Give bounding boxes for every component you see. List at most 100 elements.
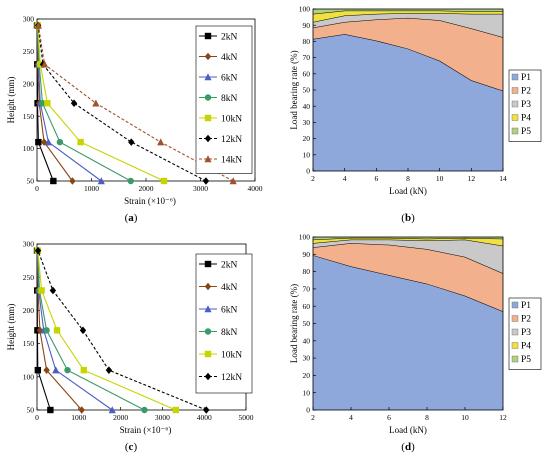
series-8kN <box>34 247 148 414</box>
x-tick-label: 12 <box>468 174 476 183</box>
y-tick-label: 90 <box>303 21 311 30</box>
y-tick-label: 20 <box>303 371 311 380</box>
y-tick-label: 0 <box>306 406 310 415</box>
data-point <box>128 138 135 146</box>
y-tick-label: 30 <box>303 118 311 127</box>
area-P5 <box>313 237 503 240</box>
y-tick-label: 60 <box>303 69 311 78</box>
legend-label: P1 <box>521 73 531 83</box>
series-12kN <box>34 246 210 414</box>
data-point <box>53 327 61 334</box>
legend-marker <box>204 372 212 381</box>
legend-label: 2kN <box>221 260 238 270</box>
series-line <box>37 25 165 182</box>
y-tick-label: 30 <box>303 354 311 363</box>
legend-label: P4 <box>521 114 531 124</box>
y-tick-label: 100 <box>23 372 35 381</box>
data-point <box>127 177 134 185</box>
x-axis-label: Strain (×10⁻⁶) <box>124 196 176 206</box>
legend-label: 12kN <box>221 135 242 145</box>
y-tick-label: 100 <box>23 144 35 153</box>
data-point <box>47 406 54 414</box>
legend-swatch <box>511 100 519 108</box>
legend-marker <box>204 134 212 143</box>
legend-label: P1 <box>521 301 531 311</box>
data-point <box>69 177 76 185</box>
panel-caption: (d) <box>401 441 415 453</box>
y-tick-label: 70 <box>303 285 311 294</box>
y-tick-label: 100 <box>299 233 311 242</box>
y-tick-label: 70 <box>303 53 311 62</box>
y-tick-label: 300 <box>23 15 35 24</box>
data-point <box>34 366 42 374</box>
data-point <box>64 366 71 374</box>
legend-swatch <box>511 114 519 121</box>
data-point <box>39 100 46 107</box>
legend-label: 8kN <box>221 328 238 338</box>
legend-swatch <box>511 315 519 322</box>
data-point <box>44 100 51 107</box>
area-P2 <box>313 17 503 91</box>
legend-swatch <box>511 87 519 94</box>
data-point <box>44 138 53 146</box>
legend-marker <box>204 73 212 81</box>
chart-3: 0 10 20 30 40 50 60 70 80 90 100 2 4 6 8 10 12 P1 P2 P3 P4 P5… <box>289 233 542 453</box>
x-tick-label: 1000 <box>84 184 99 193</box>
data-point <box>50 177 57 185</box>
legend-swatch <box>511 328 519 336</box>
legend-marker <box>204 94 212 101</box>
data-point <box>36 326 44 335</box>
y-tick-label: 0 <box>306 167 310 176</box>
data-point <box>229 177 237 185</box>
data-point <box>43 327 50 334</box>
y-tick-label: 20 <box>303 134 311 143</box>
legend-label: 12kN <box>221 373 242 383</box>
legend-label: 4kN <box>221 283 238 293</box>
legend-marker <box>204 32 212 40</box>
legend-label: 4kN <box>221 53 238 63</box>
panel-caption: (c) <box>125 441 138 453</box>
x-tick-label: 2000 <box>139 184 154 193</box>
x-tick-label: 4000 <box>248 184 263 193</box>
panel-caption: (a) <box>125 212 138 224</box>
y-axis-label: Load bearing rate (%) <box>289 50 299 129</box>
y-tick-label: 150 <box>23 112 35 121</box>
data-point <box>43 366 50 374</box>
x-tick-label: 2 <box>311 413 315 422</box>
legend-label: 2kN <box>221 32 238 42</box>
data-point <box>92 99 100 107</box>
legend-marker <box>204 114 212 122</box>
data-point <box>41 60 49 68</box>
legend-marker <box>204 155 212 163</box>
series-line <box>36 25 131 182</box>
y-tick-label: 250 <box>23 47 35 56</box>
series-10kN <box>34 247 179 414</box>
y-tick-label: 150 <box>23 339 35 348</box>
data-point <box>40 138 48 146</box>
area-P1 <box>313 255 503 410</box>
legend-swatch <box>511 127 519 135</box>
x-axis-label: Strain (×10⁻⁶) <box>120 425 172 435</box>
legend-label: P2 <box>521 315 531 325</box>
y-tick-label: 80 <box>303 37 311 46</box>
legend-label: P4 <box>521 342 531 352</box>
y-tick-label: 50 <box>303 319 311 328</box>
data-point <box>105 366 113 374</box>
legend-swatch <box>511 301 519 309</box>
y-tick-label: 10 <box>303 150 311 159</box>
data-point <box>202 177 210 185</box>
legend-marker <box>204 350 212 358</box>
y-tick-label: 90 <box>303 250 311 259</box>
area-P4 <box>313 10 503 22</box>
y-tick-label: 40 <box>303 336 311 345</box>
y-tick-label: 80 <box>303 267 311 276</box>
y-tick-label: 300 <box>23 240 35 249</box>
legend-label: 6kN <box>221 73 238 83</box>
x-tick-label: 0 <box>35 413 39 422</box>
data-point <box>38 287 45 294</box>
x-tick-label: 12 <box>499 413 507 422</box>
x-tick-label: 3000 <box>155 413 170 422</box>
data-point <box>160 177 168 185</box>
y-axis-label: Load bearing rate (%) <box>289 284 299 363</box>
